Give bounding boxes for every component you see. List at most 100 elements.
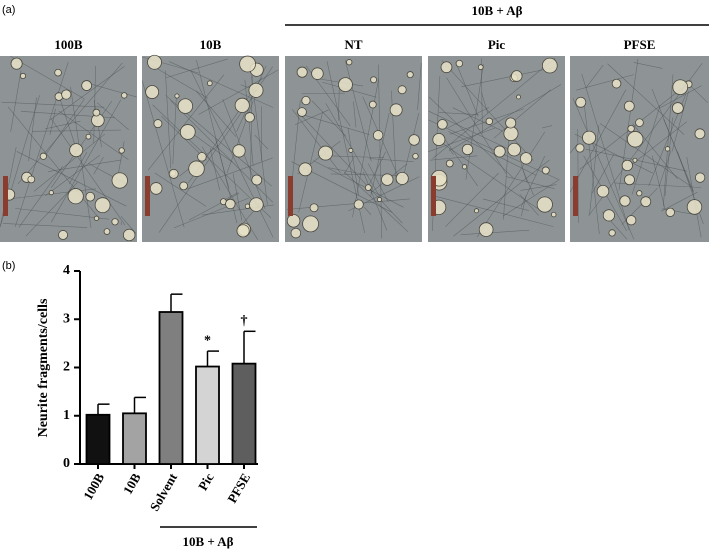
- micrograph: [0, 56, 137, 242]
- y-tick-label: 1: [63, 408, 70, 423]
- neurite: [465, 64, 484, 180]
- neurite: [18, 166, 63, 228]
- neurite: [432, 57, 556, 159]
- cell: [636, 190, 643, 197]
- neurite: [147, 74, 225, 171]
- neurite: [435, 195, 554, 227]
- cell: [54, 68, 62, 77]
- neurite: [165, 58, 228, 79]
- cell: [19, 72, 27, 80]
- neurite: [236, 65, 267, 132]
- neurite: [448, 131, 537, 176]
- cell: [27, 175, 36, 184]
- bar: [195, 365, 220, 465]
- cell: [301, 95, 311, 106]
- neurite: [16, 151, 127, 207]
- cell: [122, 228, 136, 242]
- cell: [309, 203, 319, 213]
- neurite: [154, 172, 207, 207]
- cell: [516, 94, 521, 100]
- neurite: [579, 80, 692, 170]
- neurite: [15, 208, 109, 220]
- neurite: [344, 60, 372, 162]
- cell: [596, 184, 610, 198]
- cell: [81, 80, 93, 91]
- cell: [397, 85, 407, 95]
- neurite: [294, 109, 329, 125]
- neurite: [688, 84, 708, 103]
- neurite: [254, 134, 269, 150]
- cell: [503, 126, 519, 142]
- cell: [541, 57, 558, 74]
- panel-label: (b): [2, 260, 15, 272]
- neurite: [569, 89, 627, 193]
- neurite: [50, 99, 122, 223]
- image-label: 10B: [200, 37, 222, 52]
- neurite: [520, 163, 528, 184]
- neurite: [453, 159, 550, 237]
- cell: [286, 214, 301, 228]
- cell: [94, 197, 111, 214]
- neurite: [209, 147, 221, 191]
- y-tick-label: 4: [63, 263, 70, 278]
- scale-bar: [288, 176, 293, 216]
- neurite: [2, 223, 88, 228]
- cell: [627, 124, 635, 133]
- cell: [406, 71, 414, 79]
- neurite: [48, 159, 122, 172]
- cell: [370, 76, 378, 84]
- neurite: [291, 109, 341, 174]
- cell: [249, 197, 264, 212]
- cell: [10, 57, 23, 70]
- cell: [671, 102, 684, 114]
- y-tick-label: 0: [63, 456, 70, 471]
- cell: [608, 229, 616, 237]
- x-tick-label: Solvent: [147, 470, 181, 514]
- neurite: [519, 193, 539, 216]
- cell: [694, 128, 706, 140]
- cell: [239, 55, 256, 73]
- micrograph: [285, 56, 422, 242]
- cell: [624, 174, 635, 186]
- x-tick-label: PFSE: [224, 470, 253, 505]
- cell: [174, 93, 180, 99]
- cell: [145, 85, 160, 99]
- neurite: [428, 127, 496, 152]
- neurite: [367, 163, 389, 203]
- cell: [621, 159, 633, 172]
- neurite: [232, 173, 243, 221]
- cell: [121, 92, 128, 99]
- cell: [236, 224, 250, 238]
- y-axis-label: Neurite fragments/cells: [36, 298, 51, 437]
- neurite: [520, 195, 527, 217]
- neurite: [44, 154, 101, 197]
- cell: [39, 152, 47, 160]
- neurite: [589, 125, 600, 215]
- neurite: [370, 113, 390, 197]
- cell: [575, 96, 587, 108]
- cell: [232, 144, 246, 158]
- bar: [231, 362, 257, 465]
- neurite: [10, 70, 22, 132]
- cell: [93, 215, 100, 221]
- significance-mark: †: [241, 314, 248, 329]
- neurite: [57, 91, 78, 151]
- neurite: [301, 92, 345, 95]
- cell: [445, 159, 454, 168]
- cell: [640, 196, 652, 208]
- neurite: [195, 90, 237, 137]
- cell: [582, 130, 597, 145]
- neurite: [7, 106, 101, 220]
- cell: [85, 191, 96, 202]
- cell: [85, 133, 92, 140]
- neurite: [476, 131, 546, 238]
- cell: [602, 209, 616, 222]
- scale-bar: [145, 176, 150, 216]
- cell: [461, 164, 468, 170]
- cell: [244, 112, 255, 123]
- neurite: [599, 123, 692, 187]
- cell: [505, 117, 517, 129]
- neurite: [572, 97, 635, 240]
- cell: [389, 103, 403, 117]
- neurite: [325, 103, 382, 200]
